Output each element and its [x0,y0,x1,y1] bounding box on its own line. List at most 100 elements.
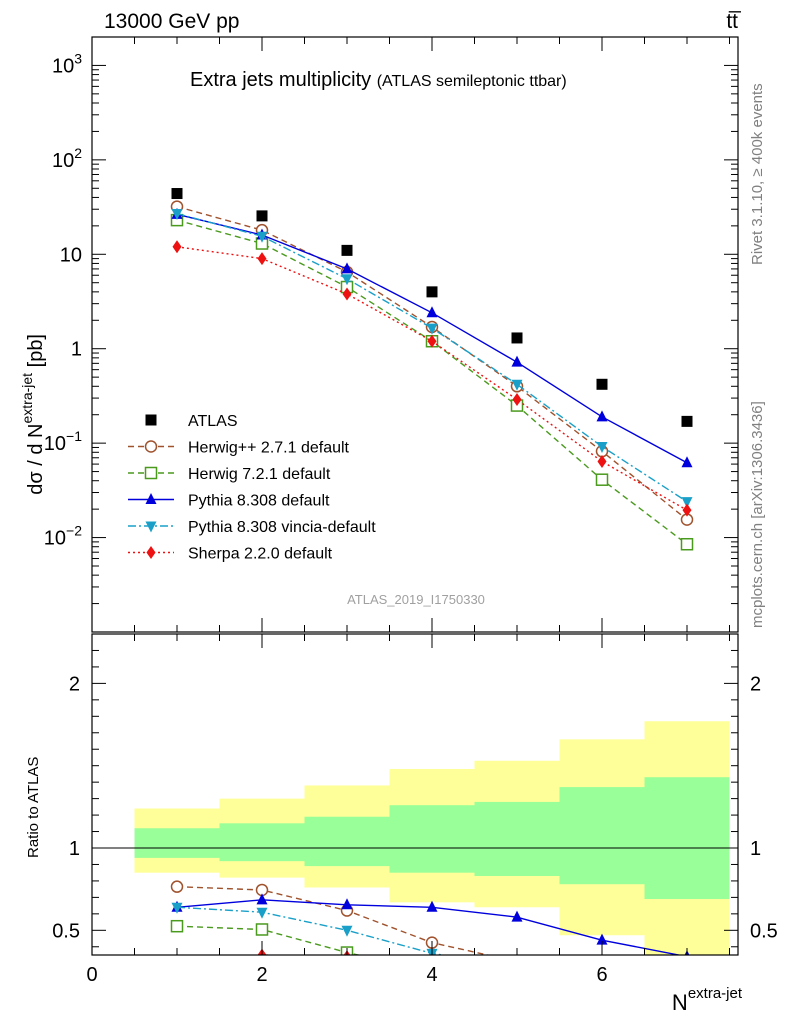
y-tick-label: 102 [52,145,82,172]
chart-title: Extra jets multiplicity (ATLAS semilepto… [190,69,567,91]
data-point [172,240,182,254]
data-point [256,210,268,222]
ratio-point [512,956,523,967]
data-point [681,456,693,468]
mcplots-label: mcplots.cern.ch [arXiv:1306.3436] [749,401,766,628]
data-point [257,252,267,266]
data-point [341,262,353,274]
main-y-axis-label: dσ / d Nextra-jet [pb] [19,334,47,495]
legend-item: Sherpa 2.2.0 default [128,546,333,563]
ratio-point [341,898,353,910]
ratio-point [170,919,184,933]
uncertainty-band-green [134,828,220,858]
legend-marker [145,493,157,504]
data-point [256,231,268,243]
data-point [341,244,353,256]
chart-title-main: Extra jets multiplicity [190,69,371,91]
ratio-point [426,900,438,912]
data-point [682,503,692,517]
ratio-point [171,902,183,914]
legend-item: Herwig++ 2.7.1 default [128,440,350,457]
main-axes: 10−2 10−1 1 10 102 103 [44,36,738,633]
ratio-y-tick-label-right: 0.5 [750,920,778,942]
data-point [426,286,438,298]
data-point [596,378,608,390]
uncertainty-band-green [644,777,730,900]
uncertainty-band-green [474,801,560,876]
legend-label: Herwig 7.2.1 default [188,466,331,483]
legend-item: Pythia 8.308 vincia-default [128,519,376,536]
data-point [597,454,607,468]
data-point [511,379,523,391]
ratio-series-pythia-8-308-default [171,893,690,955]
x-axis-label: Nextra-jet [672,985,743,1015]
y-tick-label: 10−1 [44,428,82,455]
y-tick-label: 1 [71,339,82,361]
analysis-watermark: ATLAS_2019_I1750330 [347,592,485,607]
data-point [595,473,609,486]
data-point [171,188,183,200]
ratio-panel-frame [91,633,739,956]
legend-marker [146,546,156,559]
series-sherpa-2-2-0-default [172,240,692,517]
data-point [426,306,438,318]
legend-label: Pythia 8.308 vincia-default [188,519,376,536]
ratio-y-tick-label-right: 1 [750,838,761,860]
data-point [511,355,523,367]
x-tick-label: 0 [86,964,97,986]
legend-label: ATLAS [188,413,238,430]
data-point [511,332,523,344]
data-point [171,209,183,221]
x-tick-label: 2 [256,964,267,986]
y-tick-label: 10−2 [44,523,82,550]
legend-marker [144,466,158,480]
x-tick-label: 4 [426,964,437,986]
data-point [681,497,693,509]
ratio-y-tick-label-right: 2 [750,673,761,695]
ratio-bands [92,721,738,955]
y-tick-label: 10 [60,244,82,266]
legend-label: Herwig++ 2.7.1 default [188,440,350,457]
data-point [342,287,352,301]
data-point [341,274,353,286]
chart-title-sub: (ATLAS semileptonic ttbar) [377,73,567,90]
process-label: tt̅ [726,10,742,33]
main-series-group [170,188,694,551]
ratio-axes: 0.5 0.5 1 1 2 2 0 2 4 6 [52,634,778,986]
uncertainty-band-green [559,787,645,885]
legend-marker [145,521,157,533]
ratio-point [341,925,353,937]
ratio-y-tick-label: 2 [69,673,80,695]
ratio-point [511,910,523,922]
ratio-y-tick-label: 1 [69,838,80,860]
data-point [596,442,608,454]
data-point [681,415,693,427]
legend-marker [145,414,157,426]
ratio-y-tick-label: 0.5 [52,920,80,942]
legend-label: Pythia 8.308 default [188,493,330,510]
energy-label: 13000 GeV pp [104,10,239,33]
data-point [426,323,438,335]
legend: ATLAS Herwig++ 2.7.1 default Herwig 7.2.1 … [128,413,376,563]
legend-marker [144,440,158,453]
data-point [427,334,437,348]
x-tick-label: 6 [596,964,607,986]
y-tick-label: 103 [52,50,82,77]
legend-item: ATLAS [145,413,238,430]
legend-label: Sherpa 2.2.0 default [188,546,333,563]
ratio-series-group [170,880,690,967]
series-atlas [171,188,693,427]
ratio-y-axis-label: Ratio to ATLAS [25,757,42,858]
rivet-version-label: Rivet 3.1.10, ≥ 400k events [749,83,766,265]
uncertainty-band-green [219,823,305,862]
uncertainty-band-green [389,805,475,873]
uncertainty-band-green [304,816,390,867]
data-point [680,537,694,551]
ratio-point [170,880,184,893]
ratio-point [255,923,269,936]
legend-item: Herwig 7.2.1 default [128,466,331,483]
data-point [512,392,522,406]
data-point [596,410,608,422]
ratio-point [256,907,268,919]
